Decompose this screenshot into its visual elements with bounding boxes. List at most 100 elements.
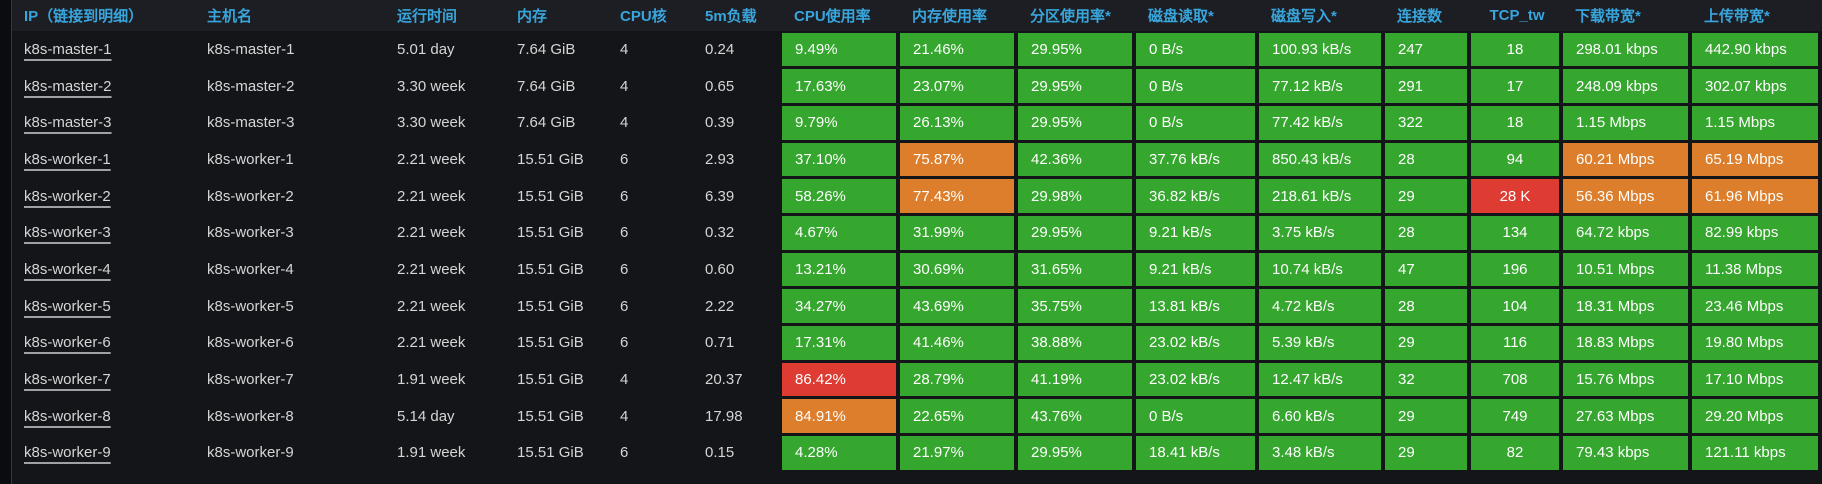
cell-partition_usage: 29.95% — [1018, 435, 1136, 472]
table-row: k8s-worker-1 k8s-worker-1 2.21 week 15.51 G… — [12, 141, 1822, 178]
cell-hostname: k8s-worker-2 — [207, 187, 294, 205]
cell-memory: 7.64 GiB — [517, 77, 576, 95]
cell-disk_write: 3.75 kB/s — [1259, 214, 1385, 251]
ip-detail-link[interactable]: k8s-worker-5 — [24, 297, 111, 315]
cell-cpu_usage: 17.63% — [782, 68, 900, 105]
upload_bw-value-badge: 17.10 Mbps — [1692, 362, 1818, 397]
cell-load_5m: 20.37 — [705, 371, 743, 389]
cell-upload_bw: 302.07 kbps — [1692, 68, 1822, 105]
cell-mem_usage: 75.87% — [900, 141, 1018, 178]
upload_bw-value-badge: 61.96 Mbps — [1692, 179, 1818, 213]
partition_usage-value-badge: 41.19% — [1018, 362, 1132, 397]
cell-cpu_usage: 37.10% — [782, 141, 900, 178]
header-memory[interactable]: 内存 — [517, 8, 548, 25]
cell-upload_bw: 442.90 kbps — [1692, 31, 1822, 68]
ip-detail-link[interactable]: k8s-worker-4 — [24, 260, 111, 278]
tcp_tw-value-badge: 94 — [1471, 142, 1559, 177]
partition_usage-value-badge: 35.75% — [1018, 289, 1132, 323]
connections-value-badge: 29 — [1385, 179, 1467, 213]
connections-value-badge: 291 — [1385, 69, 1467, 103]
cell-download_bw: 27.63 Mbps — [1563, 398, 1692, 435]
disk_write-value-badge: 12.47 kB/s — [1259, 362, 1381, 397]
cell-ip: k8s-worker-8 — [12, 398, 195, 435]
mem_usage-value-badge: 21.46% — [900, 32, 1014, 67]
header-disk_read[interactable]: 磁盘读取* — [1148, 8, 1214, 25]
cpu_usage-value-badge: 37.10% — [782, 142, 896, 177]
cell-partition_usage: 29.95% — [1018, 31, 1136, 68]
header-partition_usage[interactable]: 分区使用率* — [1030, 8, 1111, 25]
cell-partition_usage: 43.76% — [1018, 398, 1136, 435]
ip-detail-link[interactable]: k8s-worker-9 — [24, 444, 111, 462]
download_bw-value-badge: 79.43 kbps — [1563, 436, 1688, 470]
cell-download_bw: 64.72 kbps — [1563, 214, 1692, 251]
header-hostname[interactable]: 主机名 — [207, 8, 253, 25]
partition_usage-value-badge: 29.95% — [1018, 32, 1132, 67]
header-connections[interactable]: 连接数 — [1397, 8, 1443, 25]
cell-partition_usage: 42.36% — [1018, 141, 1136, 178]
cell-hostname: k8s-master-3 — [207, 114, 295, 132]
ip-detail-link[interactable]: k8s-worker-3 — [24, 224, 111, 242]
header-cpu_usage[interactable]: CPU使用率 — [794, 8, 871, 25]
cell-uptime: 2.21 week — [397, 260, 466, 278]
ip-detail-link[interactable]: k8s-worker-2 — [24, 187, 111, 205]
cell-ip: k8s-master-3 — [12, 104, 195, 141]
table-row: k8s-master-2 k8s-master-2 3.30 week 7.64 Gi… — [12, 68, 1822, 105]
header-ip[interactable]: IP（链接到明细） — [24, 8, 144, 25]
connections-value-badge: 28 — [1385, 289, 1467, 323]
cell-memory: 7.64 GiB — [517, 114, 576, 132]
header-tcp_tw[interactable]: TCP_tw — [1489, 7, 1545, 24]
cell-cpu_cores: 6 — [620, 444, 629, 462]
cell-memory: 7.64 GiB — [517, 40, 576, 58]
cell-uptime: 5.01 day — [397, 40, 455, 58]
cell-ip: k8s-master-2 — [12, 68, 195, 105]
ip-detail-link[interactable]: k8s-master-1 — [24, 40, 112, 58]
ip-detail-link[interactable]: k8s-worker-8 — [24, 407, 111, 425]
header-mem_usage[interactable]: 内存使用率 — [912, 8, 988, 25]
header-cpu_cores[interactable]: CPU核 — [620, 8, 667, 25]
tcp_tw-value-badge: 82 — [1471, 436, 1559, 470]
cell-memory: 15.51 GiB — [517, 407, 584, 425]
cell-ip: k8s-worker-3 — [12, 214, 195, 251]
cell-load_5m: 6.39 — [705, 187, 735, 205]
disk_read-value-badge: 13.81 kB/s — [1136, 289, 1255, 323]
download_bw-value-badge: 56.36 Mbps — [1563, 179, 1688, 213]
partition_usage-value-badge: 38.88% — [1018, 326, 1132, 360]
cell-partition_usage: 35.75% — [1018, 288, 1136, 325]
cell-load_5m: 0.71 — [705, 334, 735, 352]
cell-disk_write: 4.72 kB/s — [1259, 288, 1385, 325]
header-download_bw[interactable]: 下载带宽* — [1575, 8, 1641, 25]
cell-disk_write: 3.48 kB/s — [1259, 435, 1385, 472]
table-row: k8s-worker-4 k8s-worker-4 2.21 week 15.51 G… — [12, 251, 1822, 288]
ip-detail-link[interactable]: k8s-worker-1 — [24, 150, 111, 168]
connections-value-badge: 32 — [1385, 362, 1467, 397]
cell-partition_usage: 29.98% — [1018, 178, 1136, 215]
ip-detail-link[interactable]: k8s-worker-7 — [24, 371, 111, 389]
download_bw-value-badge: 298.01 kbps — [1563, 32, 1688, 67]
header-upload_bw[interactable]: 上传带宽* — [1704, 8, 1770, 25]
cell-load_5m: 0.39 — [705, 114, 735, 132]
disk_write-value-badge: 77.12 kB/s — [1259, 69, 1381, 103]
cell-uptime: 2.21 week — [397, 224, 466, 242]
cell-uptime: 2.21 week — [397, 187, 466, 205]
cpu_usage-value-badge: 4.67% — [782, 215, 896, 250]
mem_usage-value-badge: 31.99% — [900, 215, 1014, 250]
cell-tcp_tw: 196 — [1471, 251, 1563, 288]
upload_bw-value-badge: 442.90 kbps — [1692, 32, 1818, 67]
header-uptime[interactable]: 运行时间 — [397, 8, 458, 25]
ip-detail-link[interactable]: k8s-worker-6 — [24, 334, 111, 352]
cell-ip: k8s-worker-4 — [12, 251, 195, 288]
cell-partition_usage: 29.95% — [1018, 214, 1136, 251]
cell-memory: 15.51 GiB — [517, 297, 584, 315]
header-disk_write[interactable]: 磁盘写入* — [1271, 8, 1337, 25]
cell-memory: 15.51 GiB — [517, 444, 584, 462]
ip-detail-link[interactable]: k8s-master-2 — [24, 77, 112, 95]
mem_usage-value-badge: 21.97% — [900, 436, 1014, 470]
cell-mem_usage: 28.79% — [900, 361, 1018, 398]
mem_usage-value-badge: 77.43% — [900, 179, 1014, 213]
header-load_5m[interactable]: 5m负载 — [705, 8, 757, 25]
node-metrics-table-panel: IP（链接到明细） 主机名 运行时间 内存 CPU核 5m负载 CPU使用率 内存使用率 分区使… — [11, 0, 1822, 484]
cell-memory: 15.51 GiB — [517, 224, 584, 242]
cell-mem_usage: 41.46% — [900, 325, 1018, 362]
cell-disk_read: 37.76 kB/s — [1136, 141, 1259, 178]
ip-detail-link[interactable]: k8s-master-3 — [24, 114, 112, 132]
